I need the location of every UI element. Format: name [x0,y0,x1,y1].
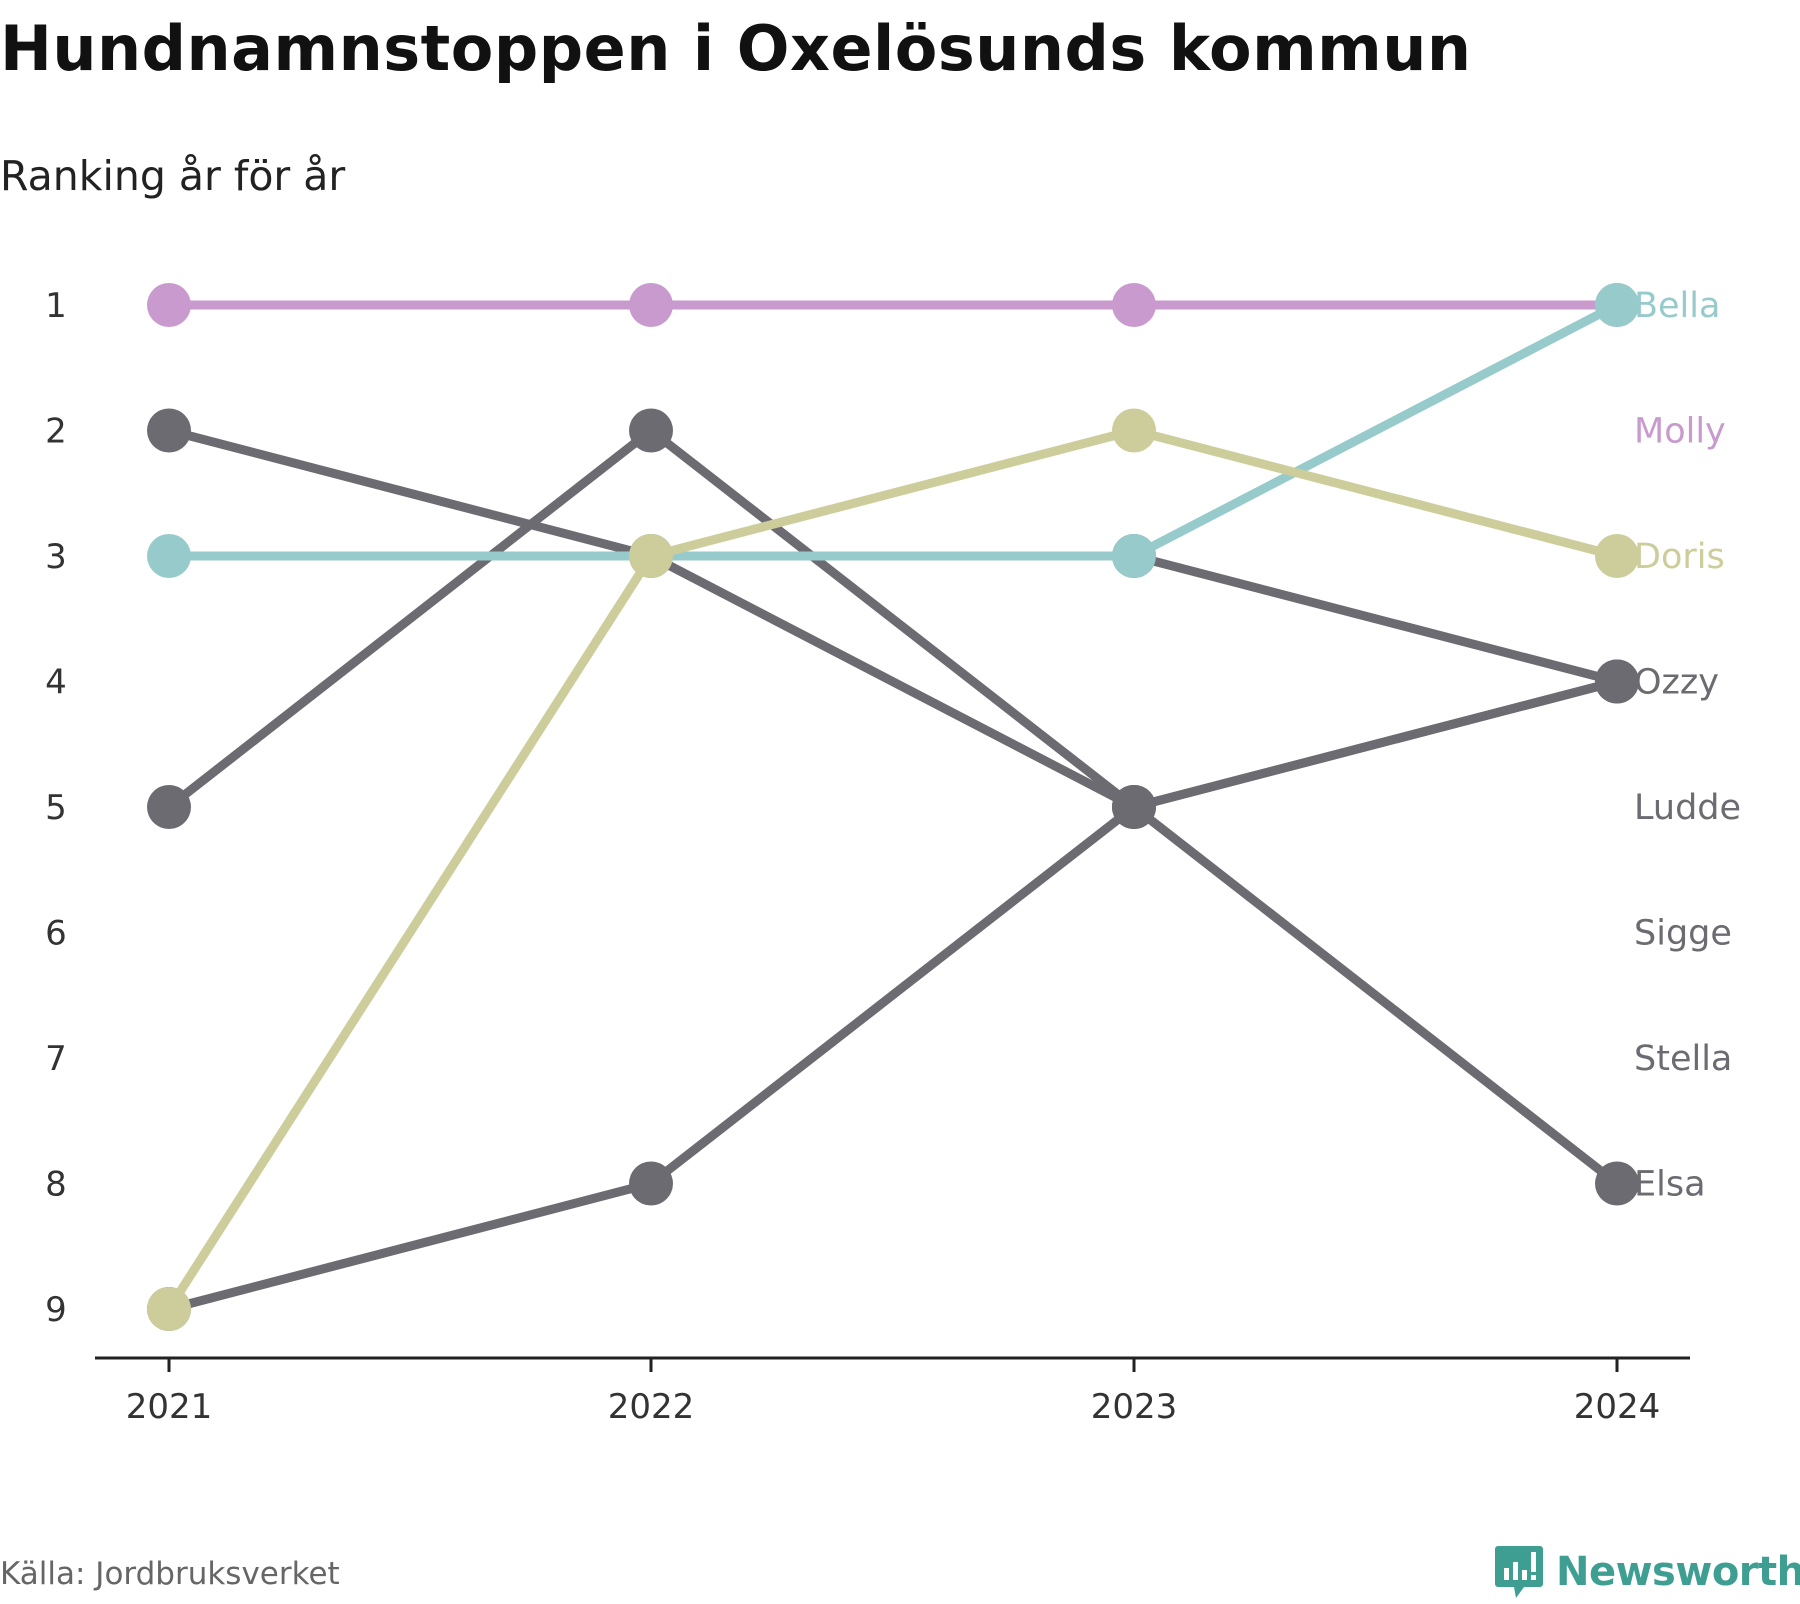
series-ludde [147,408,1639,1206]
y-tick-label: 4 [45,663,67,703]
end-label-ozzy: Ozzy [1634,663,1719,703]
y-tick-label: 9 [45,1290,67,1330]
y-tick-label: 7 [45,1039,67,1079]
y-tick-label: 1 [45,286,67,326]
series-bella [147,283,1639,578]
chart-title: Hundnamnstoppen i Oxelösunds kommun [0,12,1472,85]
source-note: Källa: Jordbruksverket [0,1556,340,1592]
series-point-molly [629,283,673,327]
series-point-ozzy [147,408,191,453]
chart-subtitle: Ranking år för år [0,152,346,200]
end-label-stella: Stella [1634,1039,1732,1079]
x-tick-label: 2023 [1091,1387,1178,1427]
end-label-doris: Doris [1634,537,1725,577]
y-tick-label: 2 [45,412,67,452]
series-point-ludde [1595,1161,1639,1206]
series-line-bella [164,300,1622,561]
end-label-bella: Bella [1634,286,1720,326]
x-tick-label: 2021 [126,1387,213,1427]
series-point-bella [147,534,191,578]
series-point-sigge [1112,785,1156,829]
y-tick-label: 3 [45,537,67,577]
end-label-molly: Molly [1634,412,1726,452]
series-line-ludde [164,426,1622,1188]
series-line-sigge [164,677,1622,1314]
series-point-stella [1595,659,1639,704]
series-point-molly [1112,283,1156,327]
end-label-elsa: Elsa [1634,1165,1706,1205]
series-molly [147,283,1639,327]
brand-name: Newsworthy [1556,1549,1800,1595]
series-point-sigge [629,1161,673,1206]
bump-chart: 1 2 3 4 5 6 7 8 9 2021 2022 2023 2024 Bella Molly Doris… [45,283,1741,1427]
series-stella [1112,534,1639,704]
series-point-ludde [147,785,191,829]
series-point-bella [1595,283,1639,327]
y-tick-label: 5 [45,788,67,828]
y-tick-label: 8 [45,1165,67,1205]
series-line-stella [1129,551,1622,686]
series-point-doris [629,534,673,578]
x-tick-label: 2024 [1574,1387,1661,1427]
end-label-ludde: Ludde [1634,788,1741,828]
end-label-sigge: Sigge [1634,914,1732,954]
newsworthy-logo-icon [1495,1546,1543,1598]
series-doris [147,408,1639,1331]
series-point-doris [147,1287,191,1331]
series-point-bella [1112,534,1156,578]
series-point-molly [147,283,191,327]
y-tick-label: 6 [45,914,67,954]
series-point-doris [1595,534,1639,578]
series-point-doris [1112,408,1156,453]
series-point-ludde [629,408,673,453]
brand-logo: Newsworthy [1494,1540,1800,1604]
x-tick-label: 2022 [608,1387,695,1427]
series-line-doris [164,426,1622,1314]
